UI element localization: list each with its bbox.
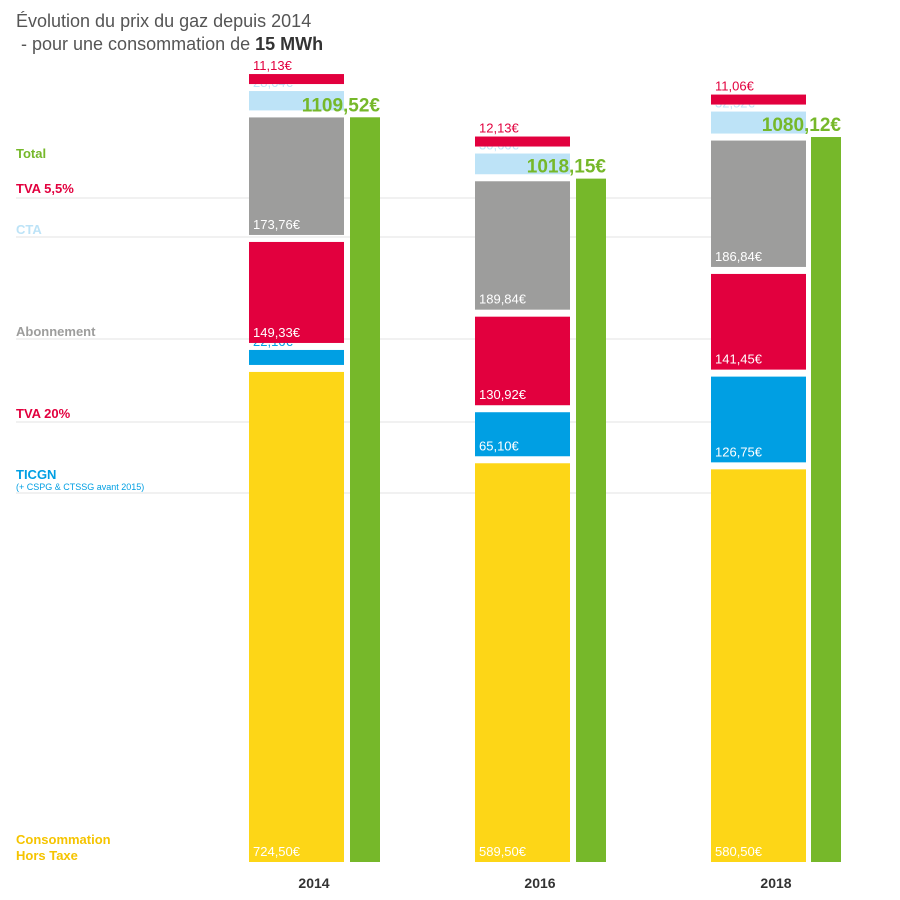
bar-tva55-2014	[249, 74, 344, 85]
value-label-consommation-2014: 724,50€	[253, 844, 301, 859]
value-label-ticgn-2016: 65,10€	[479, 438, 520, 453]
value-label-abonnement-2016: 189,84€	[479, 292, 527, 307]
bar-abonnement-2014	[249, 117, 344, 235]
bar-ticgn-2016	[475, 412, 570, 457]
value-label-ticgn-2018: 126,75€	[715, 444, 763, 459]
x-tick-label-2014: 2014	[298, 875, 329, 891]
total-label-2014: 1109,52€	[302, 95, 381, 116]
bar-cta-2018	[711, 111, 806, 134]
value-label-tva55-2018: 11,06€	[715, 79, 755, 94]
value-label-tva20-2018: 141,45€	[715, 352, 763, 367]
subtitle-bold-value: 15 MWh	[255, 34, 324, 54]
row-label-cta: CTA	[16, 222, 42, 237]
bar-tva55-2018	[711, 94, 806, 105]
value-label-abonnement-2014: 173,76€	[253, 217, 301, 232]
bar-tva20-2014	[249, 241, 344, 343]
bar-abonnement-2018	[711, 140, 806, 267]
row-label-abonnement: Abonnement	[16, 324, 96, 339]
x-tick-label-2018: 2018	[760, 875, 791, 891]
bar-tva20-2016	[475, 316, 570, 406]
total-label-2016: 1018,15€	[527, 157, 607, 178]
value-label-abonnement-2018: 186,84€	[715, 249, 763, 264]
chart-subtitle: - pour une consommation de 15 MWh	[16, 34, 323, 55]
value-label-tva20-2014: 149,33€	[253, 325, 301, 340]
bar-consommation-2016	[475, 463, 570, 862]
bar-total-2016	[576, 178, 606, 862]
row-label-tva20: TVA 20%	[16, 406, 71, 421]
value-label-tva55-2014: 11,13€	[253, 58, 293, 73]
bar-abonnement-2016	[475, 181, 570, 310]
row-label-tva55: TVA 5,5%	[16, 181, 74, 196]
x-tick-label-2016: 2016	[524, 875, 555, 891]
row-label-ticgn: TICGN	[16, 467, 56, 482]
row-label-note: (+ CSPG & CTSSG avant 2015)	[16, 482, 144, 492]
subtitle-prefix: - pour une consommation de	[16, 34, 256, 54]
bar-total-2014	[350, 117, 380, 863]
bar-tva55-2016	[475, 136, 570, 147]
bar-cta-2014	[249, 91, 344, 111]
row-label-consommation-line2: Hors Taxe	[16, 848, 78, 863]
bar-consommation-2014	[249, 371, 344, 862]
bar-ticgn-2018	[711, 376, 806, 463]
value-label-tva20-2016: 130,92€	[479, 387, 527, 402]
chart-title: Évolution du prix du gaz depuis 2014	[16, 11, 312, 31]
bar-ticgn-2014	[249, 349, 344, 365]
bar-consommation-2018	[711, 469, 806, 862]
bar-total-2018	[811, 137, 841, 863]
bar-cta-2016	[475, 153, 570, 175]
value-label-consommation-2016: 589,50€	[479, 844, 527, 859]
row-label-total: Total	[16, 146, 46, 161]
total-label-2018: 1080,12€	[762, 115, 842, 136]
bar-tva20-2018	[711, 273, 806, 370]
row-label-consommation: Consommation	[16, 832, 111, 847]
value-label-tva55-2016: 12,13€	[479, 121, 520, 136]
value-label-consommation-2018: 580,50€	[715, 844, 763, 859]
